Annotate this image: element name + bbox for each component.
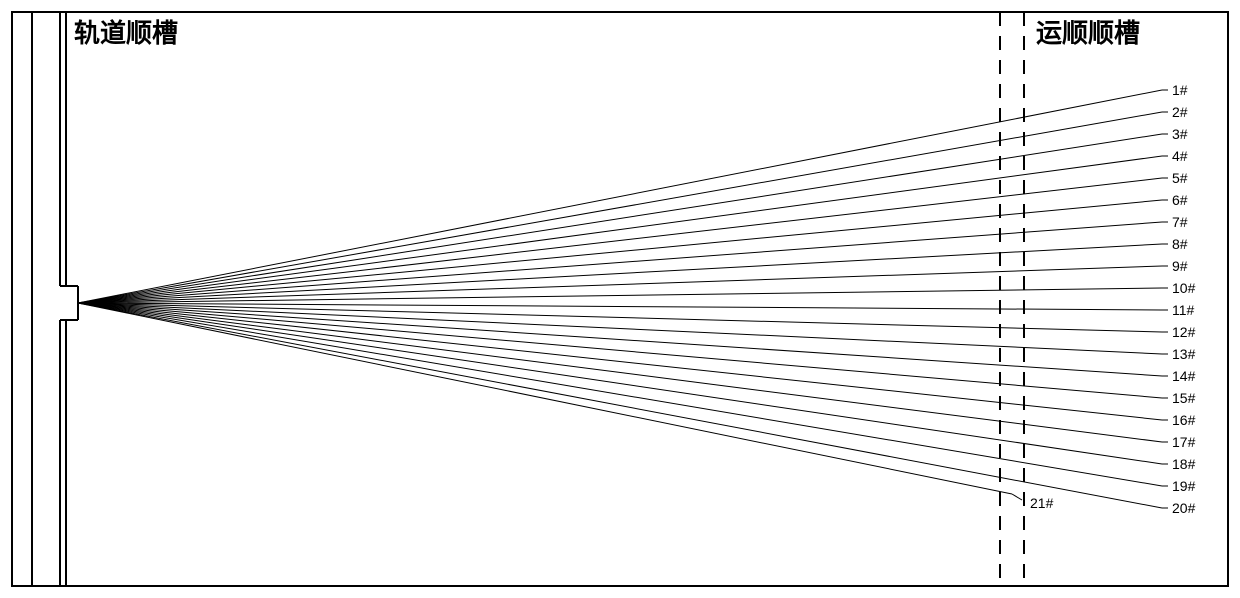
fan-label-2: 2# — [1172, 104, 1188, 120]
fan-label-5: 5# — [1172, 170, 1188, 186]
fan-label-11: 11# — [1172, 302, 1195, 318]
fan-label-10: 10# — [1172, 280, 1196, 296]
fan-label-1: 1# — [1172, 82, 1188, 98]
fan-label-16: 16# — [1172, 412, 1196, 428]
fan-label-17: 17# — [1172, 434, 1196, 450]
fan-label-8: 8# — [1172, 236, 1188, 252]
title-right: 运顺顺槽 — [1036, 18, 1140, 48]
fan-label-3: 3# — [1172, 126, 1188, 142]
fan-label-20: 20# — [1172, 500, 1196, 516]
fan-line-8 — [78, 244, 1162, 303]
diagram-canvas: 1# 2# 3# 4# 5# 6# 7# 8# 9# 10# 11# 12# 13# 14# 15# 16# 1… — [0, 0, 1240, 598]
fan-label-19: 19# — [1172, 478, 1196, 494]
fan-line-21 — [78, 303, 1012, 494]
fan-label-13: 13# — [1172, 346, 1196, 362]
fan-label-12: 12# — [1172, 324, 1196, 340]
title-left: 轨道顺槽 — [74, 18, 178, 48]
fan-label-7: 7# — [1172, 214, 1188, 230]
fan-label-6: 6# — [1172, 192, 1188, 208]
fan-label-18: 18# — [1172, 456, 1196, 472]
fan-label-14: 14# — [1172, 368, 1196, 384]
fan-label-4: 4# — [1172, 148, 1188, 164]
fan-tick-21 — [1012, 494, 1022, 500]
fan-label-15: 15# — [1172, 390, 1196, 406]
fan-label-9: 9# — [1172, 258, 1188, 274]
fan-label-21: 21# — [1030, 495, 1054, 511]
